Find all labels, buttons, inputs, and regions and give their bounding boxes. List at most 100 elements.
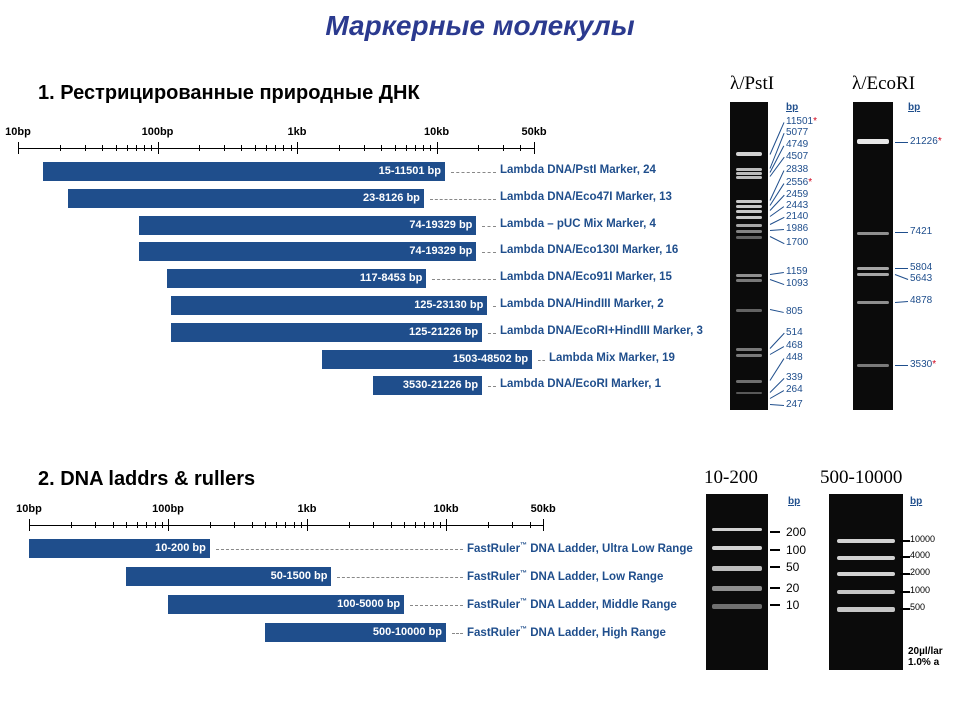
ladder-range-name: DNA Ladder, Ultra Low Range bbox=[527, 542, 693, 555]
gel-eco-image bbox=[853, 102, 893, 410]
gel-high-bp-label: bp bbox=[910, 496, 923, 507]
axis-tick bbox=[84, 145, 86, 151]
leader-dash bbox=[538, 359, 545, 361]
gel-size-label: 200 bbox=[786, 525, 806, 539]
axis-tick-label: 10bp bbox=[5, 126, 31, 138]
axis-tick bbox=[255, 145, 256, 151]
marker-name: Lambda DNA/HindIII Marker, 2 bbox=[500, 298, 664, 310]
ladder-bar: 100-5000 bp bbox=[168, 595, 405, 614]
axis-tick bbox=[373, 522, 375, 528]
gel-band bbox=[837, 539, 895, 543]
gel-band bbox=[837, 572, 895, 576]
gel-size-value: 805 bbox=[786, 306, 803, 317]
gel-leader-line bbox=[894, 301, 909, 303]
gel-size-value: 4000 bbox=[910, 550, 931, 560]
gel-eco-title: λ/EcoRI bbox=[852, 73, 916, 94]
axis-tick bbox=[436, 142, 438, 154]
gel-size-label: 4507 bbox=[786, 151, 808, 162]
gel-high-title: 500-10000 bbox=[820, 467, 903, 488]
gel-band bbox=[857, 232, 889, 235]
axis-tick-label: 50kb bbox=[521, 126, 547, 138]
gel-size-value: 247 bbox=[786, 399, 803, 410]
gel-band bbox=[736, 205, 762, 208]
axis-tick bbox=[275, 145, 277, 151]
marker-name: Lambda DNA/EcoRI+HindIII Marker, 3 bbox=[500, 324, 703, 337]
axis-tick bbox=[348, 522, 350, 528]
ladder-name: FastRuler™ DNA Ladder, Low Range bbox=[467, 570, 663, 583]
axis-tick-label: 1kb bbox=[297, 503, 317, 515]
gel-size-label: 3530* bbox=[910, 359, 936, 370]
ladder-brand: FastRuler bbox=[467, 598, 521, 611]
gel-size-label: 10 bbox=[786, 598, 799, 612]
gel-size-label: 448 bbox=[786, 352, 803, 363]
axis-tick bbox=[224, 145, 226, 151]
axis-tick bbox=[520, 145, 522, 151]
gel-leader-line bbox=[769, 229, 785, 231]
gel-size-value: 1986 bbox=[786, 223, 809, 234]
gel-size-tick bbox=[900, 540, 910, 542]
gel-band bbox=[736, 380, 762, 383]
gel-size-tick bbox=[770, 566, 780, 568]
gel-size-label: 264 bbox=[786, 384, 803, 395]
gel-size-value: 5804 bbox=[910, 262, 933, 273]
gel-leader-line bbox=[769, 404, 785, 406]
gel-size-label: 247 bbox=[786, 399, 803, 410]
gel-band bbox=[736, 176, 762, 179]
axis-tick bbox=[168, 519, 169, 531]
gel-high-image bbox=[829, 494, 903, 670]
axis-tick bbox=[424, 522, 426, 528]
gel-leader-line bbox=[769, 390, 785, 399]
gel-leader-line bbox=[895, 268, 908, 269]
axis-tick bbox=[101, 145, 103, 151]
gel-size-label: 50 bbox=[786, 560, 799, 574]
marker-bar: 1503-48502 bp bbox=[321, 349, 533, 369]
ladder-tm: ™ bbox=[520, 570, 528, 577]
gel-size-label: 2000 bbox=[910, 567, 930, 577]
gel-size-value: 1159 bbox=[786, 266, 808, 277]
gel-size-label: 21226* bbox=[910, 136, 942, 147]
gel-size-value: 7421 bbox=[910, 226, 933, 237]
marker-bar: 117-8453 bp bbox=[167, 269, 427, 289]
gel-size-star: * bbox=[932, 359, 937, 370]
axis-tick bbox=[115, 145, 117, 151]
gel-size-value: 339 bbox=[786, 372, 803, 383]
axis-tick bbox=[380, 145, 382, 151]
gel-pst-title: λ/PstI bbox=[730, 73, 775, 94]
axis-tick bbox=[209, 522, 211, 528]
axis-tick bbox=[112, 522, 114, 528]
marker-bar: 74-19329 bp bbox=[139, 215, 477, 235]
axis-tick bbox=[405, 145, 407, 151]
gel-band bbox=[736, 354, 762, 357]
axis-tick bbox=[363, 145, 365, 151]
gel-size-tick bbox=[770, 549, 780, 551]
gel-size-label: 500 bbox=[910, 602, 925, 612]
axis-tick bbox=[126, 145, 128, 151]
ladder-bar: 50-1500 bp bbox=[126, 567, 332, 586]
gel-size-value: 1093 bbox=[786, 278, 809, 289]
gel-size-label: 2140 bbox=[786, 211, 808, 222]
marker-bar: 23-8126 bp bbox=[68, 188, 424, 208]
leader-dash bbox=[488, 386, 496, 388]
gel-band bbox=[736, 309, 762, 312]
ladder-range-name: DNA Ladder, Middle Range bbox=[527, 598, 677, 611]
ladder-name: FastRuler™ DNA Ladder, High Range bbox=[467, 626, 666, 639]
gel-pst-image bbox=[730, 102, 768, 410]
gel-size-tick bbox=[770, 587, 780, 589]
axis-tick bbox=[394, 145, 396, 151]
gel-band bbox=[736, 210, 762, 213]
gel-size-label: 1093 bbox=[786, 278, 808, 289]
leader-dash bbox=[452, 633, 463, 634]
axis-tick bbox=[135, 145, 137, 151]
gel-size-value: 4507 bbox=[786, 151, 809, 162]
marker-name: Lambda DNA/Eco47I Marker, 13 bbox=[500, 190, 672, 203]
gel-size-value: 5643 bbox=[910, 273, 933, 284]
axis-tick bbox=[432, 522, 434, 528]
axis-tick bbox=[414, 145, 416, 151]
gel-band bbox=[857, 273, 889, 276]
section2-title: 2. DNA laddrs & rullers bbox=[38, 468, 256, 490]
gel-size-value: 50 bbox=[786, 560, 800, 574]
gel-leader-line bbox=[895, 142, 908, 143]
gel-size-value: 5077 bbox=[786, 127, 809, 138]
leader-dash bbox=[450, 172, 496, 173]
axis-tick-label: 100bp bbox=[141, 126, 174, 138]
